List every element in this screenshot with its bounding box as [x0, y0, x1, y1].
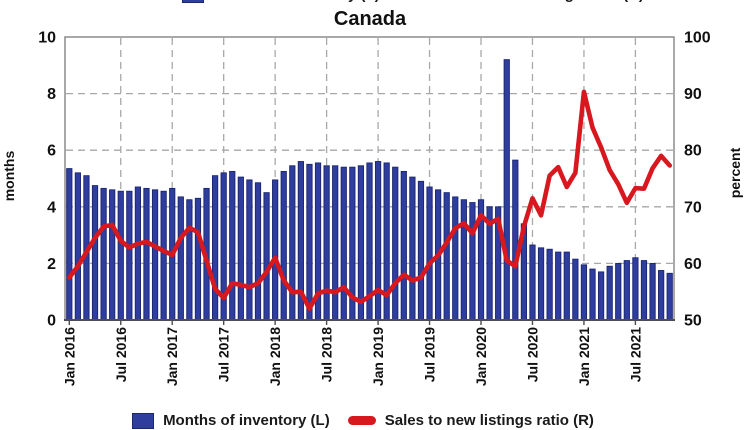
- legend-swatch-inventory: [182, 0, 205, 3]
- x-tick-label: Jul 2017: [216, 327, 232, 382]
- bar: [211, 175, 219, 321]
- bar: [357, 165, 365, 321]
- y-left-tick-label: 6: [47, 143, 56, 160]
- snlr-line: [66, 89, 673, 311]
- bar: [589, 268, 596, 321]
- bar: [563, 251, 570, 321]
- y-right-tick-label: 80: [684, 143, 702, 160]
- x-tick-label: Jan 2018: [267, 327, 283, 386]
- bar: [134, 186, 142, 321]
- bar: [503, 59, 510, 321]
- x-tick-label: Jul 2016: [113, 327, 129, 382]
- bar: [452, 196, 459, 321]
- bar: [426, 186, 433, 321]
- bar: [417, 180, 425, 321]
- bar: [160, 190, 167, 321]
- bar: [529, 244, 536, 321]
- bar: [409, 176, 416, 321]
- bar: [580, 264, 588, 321]
- clipped-legend-top: Months of inventory (L) Sales to new lis…: [0, 0, 750, 4]
- bar: [606, 265, 613, 321]
- bar: [126, 190, 133, 321]
- bar: [272, 179, 279, 321]
- bar: [91, 185, 99, 321]
- y-left-tick-label: 0: [47, 313, 56, 330]
- bar: [229, 170, 236, 321]
- x-tick-label: Jan 2019: [370, 327, 386, 386]
- bar: [469, 202, 476, 321]
- legend-label-inventory: Months of inventory (L): [163, 412, 330, 429]
- legend-label-snlr: Sales to new listings ratio (R): [435, 0, 644, 3]
- bar: [280, 170, 287, 321]
- bar: [392, 166, 399, 321]
- bar: [151, 189, 159, 321]
- bar: [117, 190, 124, 321]
- y-left-tick-label: 4: [47, 199, 56, 216]
- bar: [109, 189, 116, 321]
- bar: [194, 197, 202, 321]
- bar: [623, 260, 630, 321]
- bar: [74, 172, 81, 321]
- bar: [658, 270, 665, 321]
- legend-swatch-inventory: [132, 412, 155, 429]
- bar: [143, 187, 150, 321]
- bar: [443, 192, 450, 321]
- chart-title: Canada: [333, 8, 407, 30]
- x-tick-label: Jan 2017: [164, 327, 180, 386]
- x-tick-label: Jan 2020: [473, 327, 489, 386]
- bar: [237, 176, 244, 321]
- bar: [246, 179, 253, 321]
- bar: [374, 161, 382, 321]
- bar: [66, 168, 73, 321]
- y-right-tick-label: 100: [684, 30, 711, 47]
- x-tick-label: Jul 2021: [627, 327, 643, 382]
- x-tick-label: Jul 2019: [422, 327, 438, 382]
- bar: [666, 272, 673, 321]
- bar: [177, 196, 184, 321]
- legend: Months of inventory (L) Sales to new lis…: [0, 412, 726, 429]
- bar: [597, 271, 605, 321]
- bar: [632, 257, 639, 321]
- bar: [340, 166, 347, 321]
- bar: [615, 262, 622, 321]
- bar: [649, 262, 656, 321]
- bar: [546, 248, 553, 321]
- bar: [640, 260, 648, 321]
- y-right-tick-label: 60: [684, 256, 702, 273]
- bar: [100, 187, 107, 321]
- y-right-tick-label: 70: [684, 199, 702, 216]
- bar: [332, 165, 339, 321]
- x-tick-label: Jul 2018: [319, 327, 335, 382]
- bar: [537, 247, 545, 321]
- bar: [263, 192, 270, 321]
- x-tick-label: Jan 2021: [576, 327, 592, 386]
- bar: [254, 182, 262, 321]
- x-tick-label: Jul 2020: [524, 327, 540, 382]
- bar: [186, 199, 193, 321]
- y-left-tick-label: 2: [47, 256, 56, 273]
- bar: [555, 251, 562, 321]
- y-right-tick-label: 90: [684, 86, 702, 103]
- x-tick-label: Jan 2016: [61, 327, 77, 386]
- legend-label-inventory: Months of inventory (L): [213, 0, 380, 3]
- legend-swatch-snlr: [347, 416, 376, 425]
- legend-label-snlr: Sales to new listings ratio (R): [384, 412, 594, 429]
- bar: [289, 165, 296, 321]
- bar: [572, 258, 579, 321]
- bar: [512, 159, 519, 321]
- bar: [400, 170, 407, 321]
- y-left-tick-label: 8: [47, 86, 56, 103]
- bar: [460, 199, 467, 321]
- bar: [323, 165, 330, 321]
- y-right-tick-label: 50: [684, 313, 702, 330]
- y-left-tick-label: 10: [38, 30, 56, 47]
- bar: [306, 163, 313, 321]
